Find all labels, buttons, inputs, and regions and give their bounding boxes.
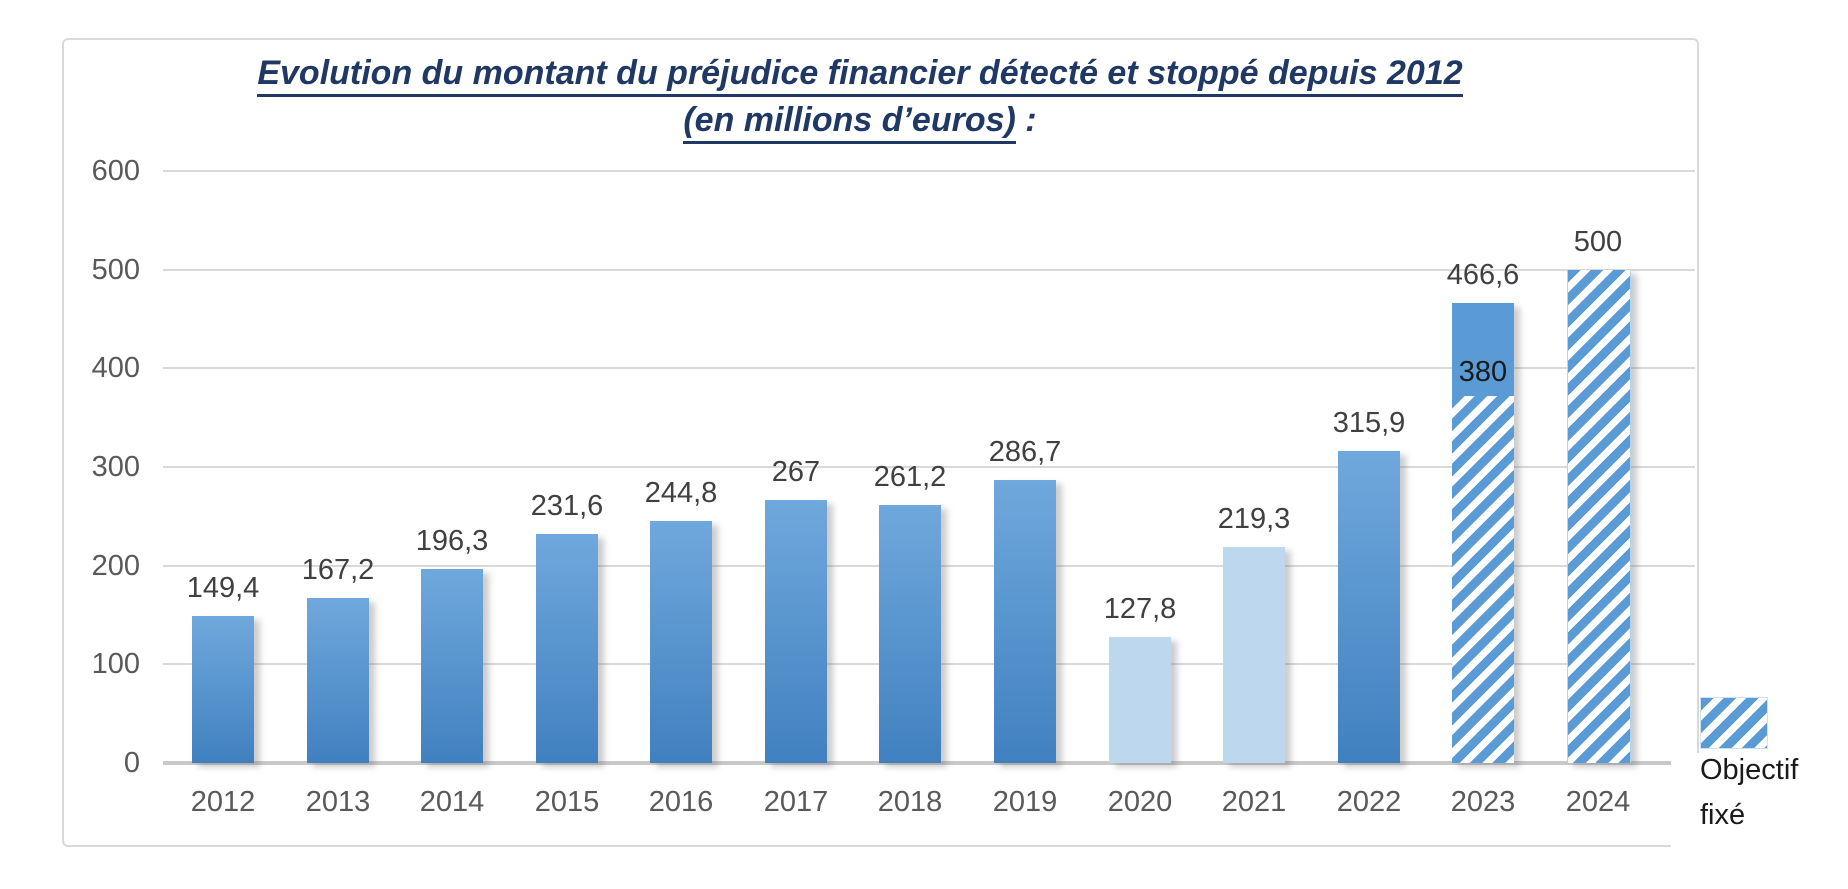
x-axis-label-2018: 2018 [877, 786, 943, 818]
bar-2024 [1567, 270, 1631, 763]
legend-background [1671, 753, 1848, 883]
chart-title: Evolution du montant du préjudice financ… [60, 50, 1660, 144]
chart-area-border [62, 38, 1699, 847]
y-axis-label-100: 100 [91, 648, 140, 681]
x-axis-label-2020: 2020 [1107, 786, 1173, 818]
x-axis-label-2019: 2019 [992, 786, 1058, 818]
bar-2016 [650, 521, 712, 763]
gridline-600 [163, 170, 1695, 172]
legend-label-line1: Objectif [1700, 754, 1799, 786]
bar-2018 [879, 505, 941, 763]
bar-2015 [536, 534, 598, 763]
bar-2020-value-label: 127,8 [1103, 593, 1177, 625]
y-axis-label-200: 200 [91, 549, 140, 582]
x-axis-label-2024: 2024 [1565, 786, 1631, 818]
chart-title-line2: (en millions d’euros) : [60, 97, 1660, 144]
y-axis-label-500: 500 [91, 253, 140, 286]
bar-2023-actual-segment [1452, 303, 1514, 396]
bar-2014-value-label: 196,3 [415, 525, 489, 557]
gridline-400 [163, 367, 1695, 370]
x-axis-label-2023: 2023 [1450, 786, 1516, 818]
bar-2022 [1338, 451, 1400, 763]
chart-title-colon: : [1015, 101, 1037, 139]
bar-2018-value-label: 261,2 [873, 461, 947, 493]
x-axis-label-2016: 2016 [648, 786, 714, 818]
x-axis-label-2022: 2022 [1336, 786, 1402, 818]
chart-title-line1: Evolution du montant du préjudice financ… [60, 50, 1660, 97]
legend-label-line2: fixé [1700, 799, 1746, 831]
x-axis-label-2013: 2013 [305, 786, 371, 818]
bar-2023-value-label: 466,6 [1446, 259, 1520, 291]
bar-2022-value-label: 315,9 [1332, 407, 1406, 439]
chart-title-line1-text: Evolution du montant du préjudice financ… [257, 54, 1463, 97]
bar-2020 [1109, 637, 1171, 763]
bar-2021-value-label: 219,3 [1217, 503, 1291, 535]
y-axis-label-400: 400 [91, 352, 140, 385]
bar-2023: 380 [1452, 303, 1514, 763]
y-axis-label-300: 300 [91, 451, 140, 483]
x-axis-baseline [163, 761, 1695, 765]
objectif-fixe-hatch-swatch [1700, 697, 1768, 749]
bar-2023-objective-segment [1452, 396, 1514, 763]
bar-2019 [994, 480, 1056, 763]
bar-2023-objective-label: 380 [1458, 356, 1508, 388]
bar-2012 [192, 616, 254, 763]
bar-2017-value-label: 267 [771, 456, 821, 488]
bar-2017 [765, 500, 827, 763]
x-axis-label-2014: 2014 [419, 786, 485, 818]
bar-2015-value-label: 231,6 [530, 490, 604, 522]
gridline-500 [163, 268, 1695, 271]
x-axis-label-2017: 2017 [763, 786, 829, 818]
bar-2013-value-label: 167,2 [301, 554, 375, 586]
bar-2016-value-label: 244,8 [644, 477, 718, 509]
x-axis-label-2015: 2015 [534, 786, 600, 818]
x-axis-label-2012: 2012 [190, 786, 256, 818]
bar-2021 [1223, 547, 1285, 763]
x-axis-label-2021: 2021 [1221, 786, 1287, 818]
chart-title-line2-text: (en millions d’euros) [683, 101, 1016, 144]
bar-2024-value-label: 500 [1573, 226, 1623, 258]
bar-2012-value-label: 149,4 [186, 572, 260, 604]
bar-2013 [307, 598, 369, 763]
y-axis-label-0: 0 [123, 747, 140, 779]
gridline-300 [163, 466, 1695, 468]
y-axis-label-600: 600 [91, 155, 140, 187]
bar-2014 [421, 569, 483, 763]
bar-2019-value-label: 286,7 [988, 436, 1062, 468]
